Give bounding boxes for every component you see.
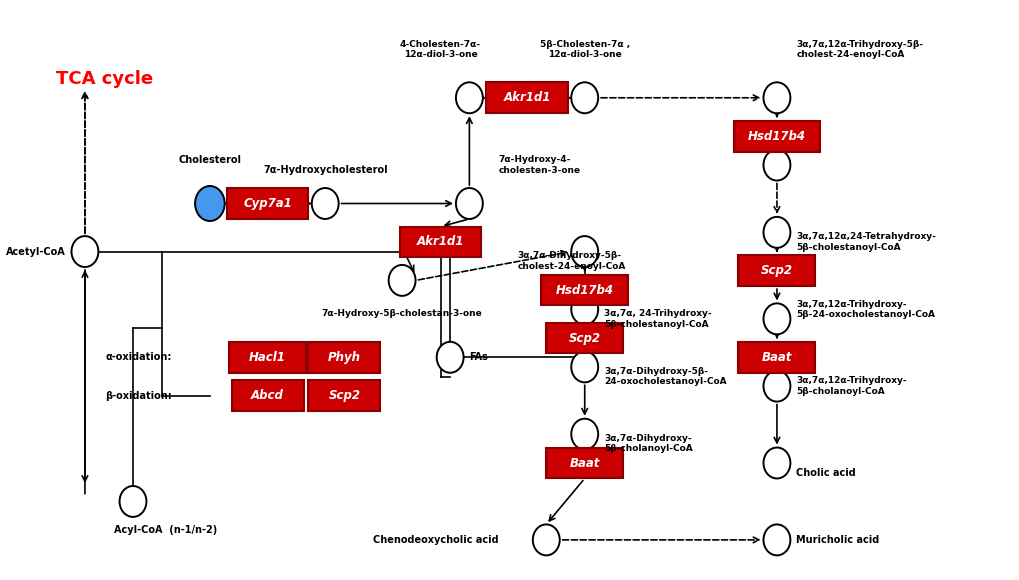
- Ellipse shape: [763, 82, 790, 113]
- Text: Hacl1: Hacl1: [249, 351, 285, 364]
- Text: Cholesterol: Cholesterol: [178, 155, 242, 165]
- Text: TCA cycle: TCA cycle: [56, 70, 153, 88]
- Text: 3α,7α,12α-Trihydroxy-5β-
cholest-24-enoyl-CoA: 3α,7α,12α-Trihydroxy-5β- cholest-24-enoy…: [796, 40, 922, 59]
- Text: Acetyl-CoA: Acetyl-CoA: [6, 246, 65, 256]
- Ellipse shape: [455, 82, 482, 113]
- FancyBboxPatch shape: [231, 380, 304, 411]
- Ellipse shape: [571, 419, 597, 450]
- Text: Baat: Baat: [761, 351, 792, 364]
- Text: Abcd: Abcd: [251, 389, 283, 402]
- Ellipse shape: [763, 303, 790, 334]
- FancyBboxPatch shape: [399, 227, 481, 258]
- Ellipse shape: [455, 188, 482, 219]
- Ellipse shape: [388, 265, 415, 296]
- Ellipse shape: [571, 236, 597, 267]
- FancyBboxPatch shape: [226, 188, 308, 219]
- Text: α-oxidation:: α-oxidation:: [105, 352, 171, 362]
- FancyBboxPatch shape: [546, 322, 623, 353]
- Ellipse shape: [763, 150, 790, 180]
- Text: 3α,7α,12α-Trihydroxy-
5β-24-oxocholestanoyl-CoA: 3α,7α,12α-Trihydroxy- 5β-24-oxocholestan…: [796, 299, 934, 319]
- Text: Baat: Baat: [569, 456, 599, 469]
- FancyBboxPatch shape: [738, 255, 814, 286]
- FancyBboxPatch shape: [546, 448, 623, 478]
- Text: 7α-Hydroxy-5β-cholestan-3-one: 7α-Hydroxy-5β-cholestan-3-one: [321, 309, 482, 318]
- Text: Muricholic acid: Muricholic acid: [796, 535, 878, 545]
- Text: 7α-Hydroxycholesterol: 7α-Hydroxycholesterol: [263, 165, 387, 175]
- Text: Cyp7a1: Cyp7a1: [243, 197, 291, 210]
- FancyBboxPatch shape: [308, 342, 380, 373]
- Ellipse shape: [763, 217, 790, 248]
- Ellipse shape: [436, 342, 464, 373]
- Text: Hsd17b4: Hsd17b4: [747, 130, 805, 143]
- Text: Cholic acid: Cholic acid: [796, 467, 855, 477]
- FancyBboxPatch shape: [733, 121, 819, 151]
- Text: Chenodeoxycholic acid: Chenodeoxycholic acid: [372, 535, 497, 545]
- Ellipse shape: [119, 486, 147, 517]
- Text: Akr1d1: Akr1d1: [417, 235, 464, 248]
- FancyBboxPatch shape: [308, 380, 380, 411]
- Text: Scp2: Scp2: [760, 264, 792, 277]
- Text: Hsd17b4: Hsd17b4: [555, 284, 613, 296]
- Ellipse shape: [312, 188, 338, 219]
- Text: 3α,7α,12α-Trihydroxy-
5β-cholanoyl-CoA: 3α,7α,12α-Trihydroxy- 5β-cholanoyl-CoA: [796, 376, 906, 396]
- Text: Phyh: Phyh: [328, 351, 361, 364]
- Text: 3α,7α, 24-Trihydroxy-
5β-cholestanoyl-CoA: 3α,7α, 24-Trihydroxy- 5β-cholestanoyl-Co…: [603, 309, 711, 328]
- Ellipse shape: [763, 448, 790, 478]
- Text: 3α,7α-Dihydroxy-5β-
cholest-24-enoyl-CoA: 3α,7α-Dihydroxy-5β- cholest-24-enoyl-CoA: [517, 252, 626, 271]
- Ellipse shape: [195, 186, 224, 221]
- FancyBboxPatch shape: [541, 274, 628, 306]
- Text: 3α,7α,12α,24-Tetrahydroxy-
5β-cholestanoyl-CoA: 3α,7α,12α,24-Tetrahydroxy- 5β-cholestano…: [796, 232, 935, 252]
- Text: 4-Cholesten-7α-
12α-diol-3-one: 4-Cholesten-7α- 12α-diol-3-one: [399, 40, 481, 59]
- Text: 7α-Hydroxy-4-
cholesten-3-one: 7α-Hydroxy-4- cholesten-3-one: [497, 155, 580, 175]
- FancyBboxPatch shape: [738, 342, 814, 373]
- Text: Scp2: Scp2: [328, 389, 360, 402]
- Ellipse shape: [571, 293, 597, 325]
- Ellipse shape: [571, 351, 597, 382]
- Ellipse shape: [571, 82, 597, 113]
- Text: Acyl-CoA  (n-1/n-2): Acyl-CoA (n-1/n-2): [114, 525, 217, 535]
- Text: 5β-Cholesten-7α ,
12α-diol-3-one: 5β-Cholesten-7α , 12α-diol-3-one: [539, 40, 629, 59]
- Ellipse shape: [763, 371, 790, 401]
- Text: Scp2: Scp2: [569, 332, 600, 345]
- Text: β-oxidation:: β-oxidation:: [105, 391, 171, 401]
- FancyBboxPatch shape: [486, 82, 568, 113]
- Text: 3α,7α-Dihydroxy-5β-
24-oxocholestanoyl-CoA: 3α,7α-Dihydroxy-5β- 24-oxocholestanoyl-C…: [603, 367, 726, 386]
- Ellipse shape: [763, 524, 790, 556]
- Ellipse shape: [532, 524, 559, 556]
- FancyBboxPatch shape: [229, 342, 306, 373]
- Ellipse shape: [71, 236, 98, 267]
- Text: FAs: FAs: [469, 352, 488, 362]
- Text: Akr1d1: Akr1d1: [502, 91, 550, 104]
- Text: 3α,7α-Dihydroxy-
5β-cholanoyl-CoA: 3α,7α-Dihydroxy- 5β-cholanoyl-CoA: [603, 434, 692, 454]
